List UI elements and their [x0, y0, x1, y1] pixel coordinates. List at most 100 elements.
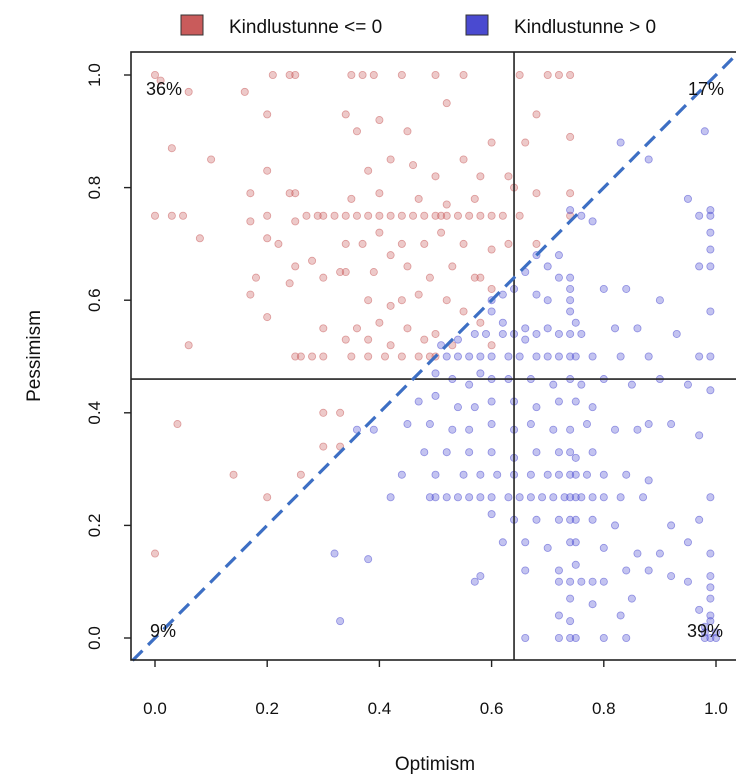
scatter-point-1-153: [599, 493, 608, 502]
scatter-point-0-89: [341, 239, 350, 248]
scatter-point-1-184: [476, 572, 485, 581]
scatter-point-1-93: [403, 420, 412, 429]
points-layer: [150, 71, 721, 643]
scatter-point-1-16: [706, 352, 715, 361]
x-tick-label: 0.2: [255, 699, 279, 718]
scatter-point-1-21: [554, 251, 563, 260]
scatter-point-0-11: [285, 71, 294, 80]
scatter-point-1-212: [712, 634, 721, 643]
scatter-point-0-121: [341, 335, 350, 344]
scatter-point-1-58: [532, 352, 541, 361]
scatter-point-1-44: [521, 335, 530, 344]
scatter-point-0-109: [397, 296, 406, 305]
scatter-point-1-13: [706, 262, 715, 271]
scatter-point-0-37: [341, 211, 350, 220]
scatter-point-1-151: [577, 493, 586, 502]
scatter-point-1-186: [554, 577, 563, 586]
x-axis-title: Optimism: [395, 754, 475, 775]
scatter-point-1-165: [667, 521, 676, 530]
scatter-point-1-144: [515, 493, 524, 502]
scatter-point-1-146: [538, 493, 547, 502]
y-axis-title: Pessimism: [24, 310, 45, 402]
scatter-point-0-112: [459, 307, 468, 316]
scatter-point-1-177: [521, 566, 530, 575]
scatter-point-1-190: [599, 577, 608, 586]
scatter-point-0-17: [285, 189, 294, 198]
scatter-point-0-96: [487, 245, 496, 254]
scatter-point-1-215: [330, 549, 339, 558]
scatter-point-1-95: [448, 425, 457, 434]
scatter-point-1-7: [706, 206, 715, 215]
scatter-point-0-132: [414, 352, 423, 361]
scatter-point-1-168: [521, 538, 530, 547]
scatter-point-0-20: [246, 217, 255, 226]
scatter-point-1-134: [644, 476, 653, 485]
scatter-point-0-31: [291, 262, 300, 271]
scatter-point-1-55: [487, 352, 496, 361]
scatter-point-0-130: [381, 352, 390, 361]
scatter-point-1-205: [554, 634, 563, 643]
scatter-point-0-56: [358, 71, 367, 80]
scatter-point-1-217: [336, 617, 345, 626]
scatter-point-1-100: [549, 425, 558, 434]
scatter-point-1-214: [712, 628, 721, 637]
scatter-point-0-57: [369, 71, 378, 80]
scatter-point-1-178: [554, 566, 563, 575]
scatter-point-1-181: [644, 566, 653, 575]
y-tick-label: 0.2: [85, 514, 104, 538]
scatter-point-1-172: [599, 543, 608, 552]
scatter-point-0-29: [263, 313, 272, 322]
scatter-point-1-127: [543, 470, 552, 479]
scatter-point-0-74: [364, 166, 373, 175]
scatter-point-0-60: [459, 71, 468, 80]
scatter-point-0-4: [167, 144, 176, 153]
scatter-point-1-0: [566, 206, 575, 215]
scatter-point-0-65: [341, 110, 350, 119]
scatter-point-0-61: [515, 71, 524, 80]
scatter-point-1-142: [487, 493, 496, 502]
scatter-point-1-194: [566, 594, 575, 603]
scatter-point-1-71: [465, 380, 474, 389]
scatter-point-0-68: [403, 127, 412, 136]
scatter-point-1-210: [700, 634, 709, 643]
scatter-point-0-1: [156, 76, 165, 85]
scatter-point-1-128: [554, 470, 563, 479]
scatter-point-0-51: [487, 211, 496, 220]
quadrant-label-top-left: 36%: [146, 79, 182, 99]
scatter-point-1-28: [566, 296, 575, 305]
scatter-point-1-112: [465, 448, 474, 457]
scatter-point-1-78: [577, 380, 586, 389]
scatter-point-1-5: [683, 194, 692, 203]
scatter-point-1-60: [554, 352, 563, 361]
scatter-point-1-117: [566, 448, 575, 457]
scatter-point-1-216: [364, 555, 373, 564]
y-tick-label: 0.4: [85, 401, 104, 425]
scatter-point-0-6: [167, 211, 176, 220]
scatter-point-1-15: [695, 352, 704, 361]
scatter-point-0-40: [375, 211, 384, 220]
scatter-point-0-10: [268, 71, 277, 80]
scatter-point-1-85: [453, 403, 462, 412]
scatter-point-0-59: [431, 71, 440, 80]
scatter-point-1-174: [655, 549, 664, 558]
scatter-point-0-90: [358, 239, 367, 248]
scatter-point-0-44: [420, 211, 429, 220]
scatter-point-0-46: [437, 211, 446, 220]
scatter-point-1-132: [599, 470, 608, 479]
scatter-point-1-46: [498, 329, 507, 338]
scatter-point-1-9: [706, 211, 715, 220]
scatter-point-1-138: [442, 493, 451, 502]
scatter-point-0-69: [442, 99, 451, 108]
scatter-point-1-57: [515, 352, 524, 361]
scatter-point-1-137: [431, 493, 440, 502]
scatter-point-0-104: [470, 273, 479, 282]
scatter-point-1-145: [526, 493, 535, 502]
scatter-point-1-24: [498, 290, 507, 299]
scatter-point-0-131: [397, 352, 406, 361]
scatter-point-1-179: [571, 560, 580, 569]
scatter-point-0-120: [319, 324, 328, 333]
scatter-point-0-3: [207, 155, 216, 164]
scatter-point-0-135: [487, 341, 496, 350]
scatter-point-0-114: [352, 324, 361, 333]
